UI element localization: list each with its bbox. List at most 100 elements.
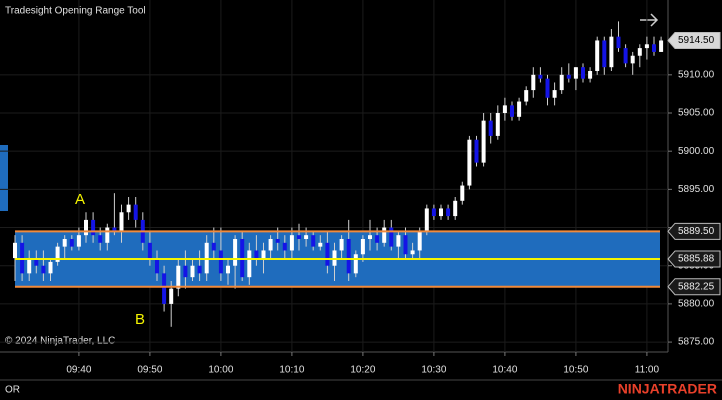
candle-body [495,113,500,136]
candle-body [218,250,223,274]
candle-body [353,254,358,274]
candle-body [368,235,372,239]
candle-body [531,74,536,91]
candle-body [169,288,174,304]
candle-body [197,265,202,274]
candle-body [247,250,252,278]
copyright: © 2024 NinjaTrader, LLC [5,336,115,347]
candle-body [460,185,465,201]
side-tab[interactable] [0,145,8,211]
candle-body [34,258,39,266]
candle-body [112,227,117,232]
candle-body [630,55,635,64]
candle-body [644,44,649,49]
candle-body [133,204,138,220]
candle-body [538,74,543,79]
range-low-tag [667,278,721,296]
y-tick-label: 5900.00 [678,146,715,157]
candle-body [41,265,46,274]
scroll-arrow[interactable] [640,13,659,27]
candle-body [581,67,585,79]
last-price-tag [667,31,721,49]
candle-body [389,227,394,247]
candle-body [595,40,600,72]
range-high-tag-label: 5889.50 [678,226,715,237]
y-tick-label: 5880.00 [678,299,715,310]
logo: NINJATRADER [618,381,717,397]
candle-body [502,105,507,114]
candle-body [27,258,32,274]
candle-body [623,48,628,64]
candle-body [282,242,287,251]
candle-body [211,242,216,251]
candle-body [226,265,230,274]
candle-body [652,44,656,52]
chart-title: Tradesight Opening Range Tool [5,6,146,17]
x-tick-label: 10:10 [279,365,304,376]
candle-body [84,219,88,236]
indicator-label: OR [5,385,20,396]
y-tick-label: 5875.00 [678,337,715,348]
x-tick-label: 09:40 [66,365,91,376]
range-mid-tag-label: 5885.88 [678,254,715,265]
candle-body [62,238,67,247]
last-price-tag-label: 5914.50 [678,35,715,46]
candle-body [304,235,309,239]
candle-body [339,238,344,251]
candle-body [76,235,81,247]
range-high-tag [667,222,721,240]
candle-body [559,74,564,91]
candle-body [488,120,493,136]
x-tick-label: 09:50 [137,365,162,376]
candle-body [637,48,642,56]
candle-body [659,40,664,52]
candle-body [566,74,571,79]
candle-body [588,71,593,79]
candle-body [545,78,550,98]
candle-body [55,246,60,262]
x-tick-label: 10:20 [350,365,375,376]
candle-body [233,238,238,266]
candle-body [69,238,74,247]
candle-body [176,265,181,289]
candle-body [254,250,259,259]
candle-body [261,250,266,259]
candle-body [297,235,301,239]
candle-body [396,235,401,247]
annotation: A [75,191,85,208]
candle-body [48,261,53,274]
candle-body [119,212,124,232]
candle-body [190,265,195,278]
y-tick-label: 5895.00 [678,184,715,195]
candle-body [609,36,614,68]
candle-body [424,208,429,232]
candle-body [517,101,522,117]
candle-body [162,273,167,304]
candle-body [602,40,607,68]
candle-body [417,231,422,251]
candle-body [403,235,408,255]
candle-body [510,105,514,117]
x-tick-label: 10:40 [492,365,517,376]
candle-body [616,36,621,49]
candle-body [453,200,458,217]
candle-body [573,67,578,79]
candle-body [155,258,159,274]
candle-body [275,238,280,243]
candle-body [183,265,188,278]
candle-body [268,238,273,251]
candle-body [318,242,323,247]
candle-body [382,227,387,243]
candle-body [439,208,443,217]
range-low-tag-label: 5882.25 [678,281,715,292]
candle-body [91,219,96,236]
candle-body [360,238,365,255]
x-tick-label: 10:00 [208,365,233,376]
candle-body [446,208,451,217]
candle-body [311,235,316,247]
candle-body [147,242,152,259]
candle-body [467,139,472,186]
x-tick-label: 10:50 [563,365,588,376]
x-tick-label: 11:00 [635,365,660,376]
